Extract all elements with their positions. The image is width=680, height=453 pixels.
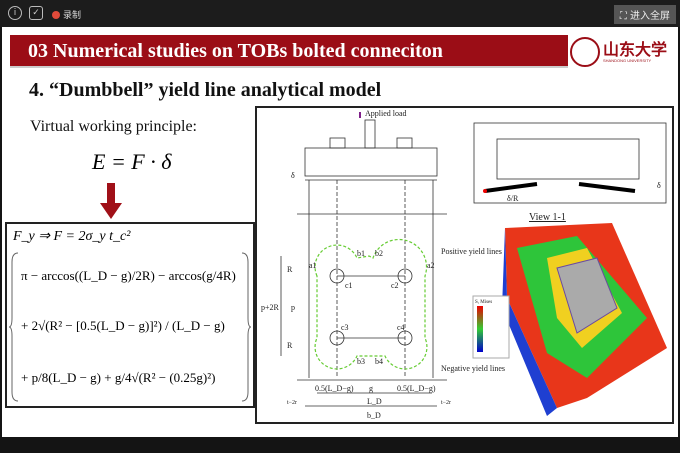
university-logo: 山东大学 SHANDONG UNIVERSITY <box>570 34 676 70</box>
formula-line-1: F_y ⇒ F = 2σ_y t_c² <box>13 229 131 244</box>
dim-ld: L_D <box>367 397 382 406</box>
point-c4: c4 <box>397 323 405 332</box>
formula-line-4: + p/8(L_D − g) + g/4√(R² − (0.25g)²) <box>21 370 216 385</box>
right-brace-icon <box>241 252 251 402</box>
delta-r-label: δ/R <box>507 194 519 203</box>
top-toolbar: i ✓ 录制 ⛶ 进入全屏 <box>0 0 680 27</box>
dim-t2r-left: t−2r <box>287 400 297 406</box>
yield-formula-box: F_y ⇒ F = 2σ_y t_c² π − arccos((L_D − g)… <box>5 222 255 408</box>
banner-title: 03 Numerical studies on TOBs bolted conn… <box>10 35 568 68</box>
delta-label: δ <box>291 171 295 180</box>
formula-line-2: π − arccos((L_D − g)/2R) − arccos(g/4R) <box>21 268 236 283</box>
p2r-label: p+2R <box>261 303 280 312</box>
fullscreen-button[interactable]: ⛶ 进入全屏 <box>613 5 676 24</box>
point-b4: b4 <box>375 357 383 366</box>
r-label-top: R <box>287 265 293 274</box>
point-b1: b1 <box>357 249 365 258</box>
dim-g: g <box>369 384 373 393</box>
seal-icon <box>570 37 600 67</box>
applied-load-label: Applied load <box>365 109 407 118</box>
formula-line-3: + 2√(R² − [0.5(L_D − g)]²) / (L_D − g) <box>21 318 225 333</box>
section-heading: 4. “Dumbbell” yield line analytical mode… <box>29 79 382 101</box>
legend-title: S, Mises <box>475 300 492 305</box>
record-icon <box>52 10 60 19</box>
shield-icon[interactable]: ✓ <box>29 6 43 20</box>
fea-contour-plot: S, Mises <box>472 223 667 416</box>
negative-yield-label: Negative yield lines <box>441 364 505 373</box>
point-c1: c1 <box>345 281 353 290</box>
dim-half-left: 0.5(L_D−g) <box>315 384 354 393</box>
fullscreen-icon: ⛶ <box>619 11 630 22</box>
point-a1: a1 <box>309 261 317 270</box>
dim-half-right: 0.5(L_D−g) <box>397 384 436 393</box>
dumbbell-model-figure: Applied load δ R R p+2R p c1 c2 c3 c4 b1… <box>255 106 674 424</box>
dim-bd: b_D <box>367 411 381 420</box>
record-button[interactable]: 录制 <box>52 8 81 21</box>
work-equation: E = F · δ <box>92 149 172 174</box>
positive-yield-label: Positive yield lines <box>441 247 502 256</box>
left-brace-icon <box>9 252 19 402</box>
dim-t2r-right: t−2r <box>441 400 451 406</box>
point-c3: c3 <box>341 323 349 332</box>
point-b3: b3 <box>357 357 365 366</box>
slide: 03 Numerical studies on TOBs bolted conn… <box>2 27 678 437</box>
point-a2: a2 <box>427 261 435 270</box>
p-label: p <box>291 303 295 312</box>
point-b2: b2 <box>375 249 383 258</box>
delta-right-label: δ <box>657 181 661 190</box>
r-label-bottom: R <box>287 341 293 350</box>
principle-label: Virtual working principle: <box>30 118 197 135</box>
down-arrow-icon <box>100 183 122 219</box>
info-icon[interactable]: i <box>8 6 22 20</box>
point-c2: c2 <box>391 281 399 290</box>
view-label: View 1-1 <box>529 212 566 223</box>
